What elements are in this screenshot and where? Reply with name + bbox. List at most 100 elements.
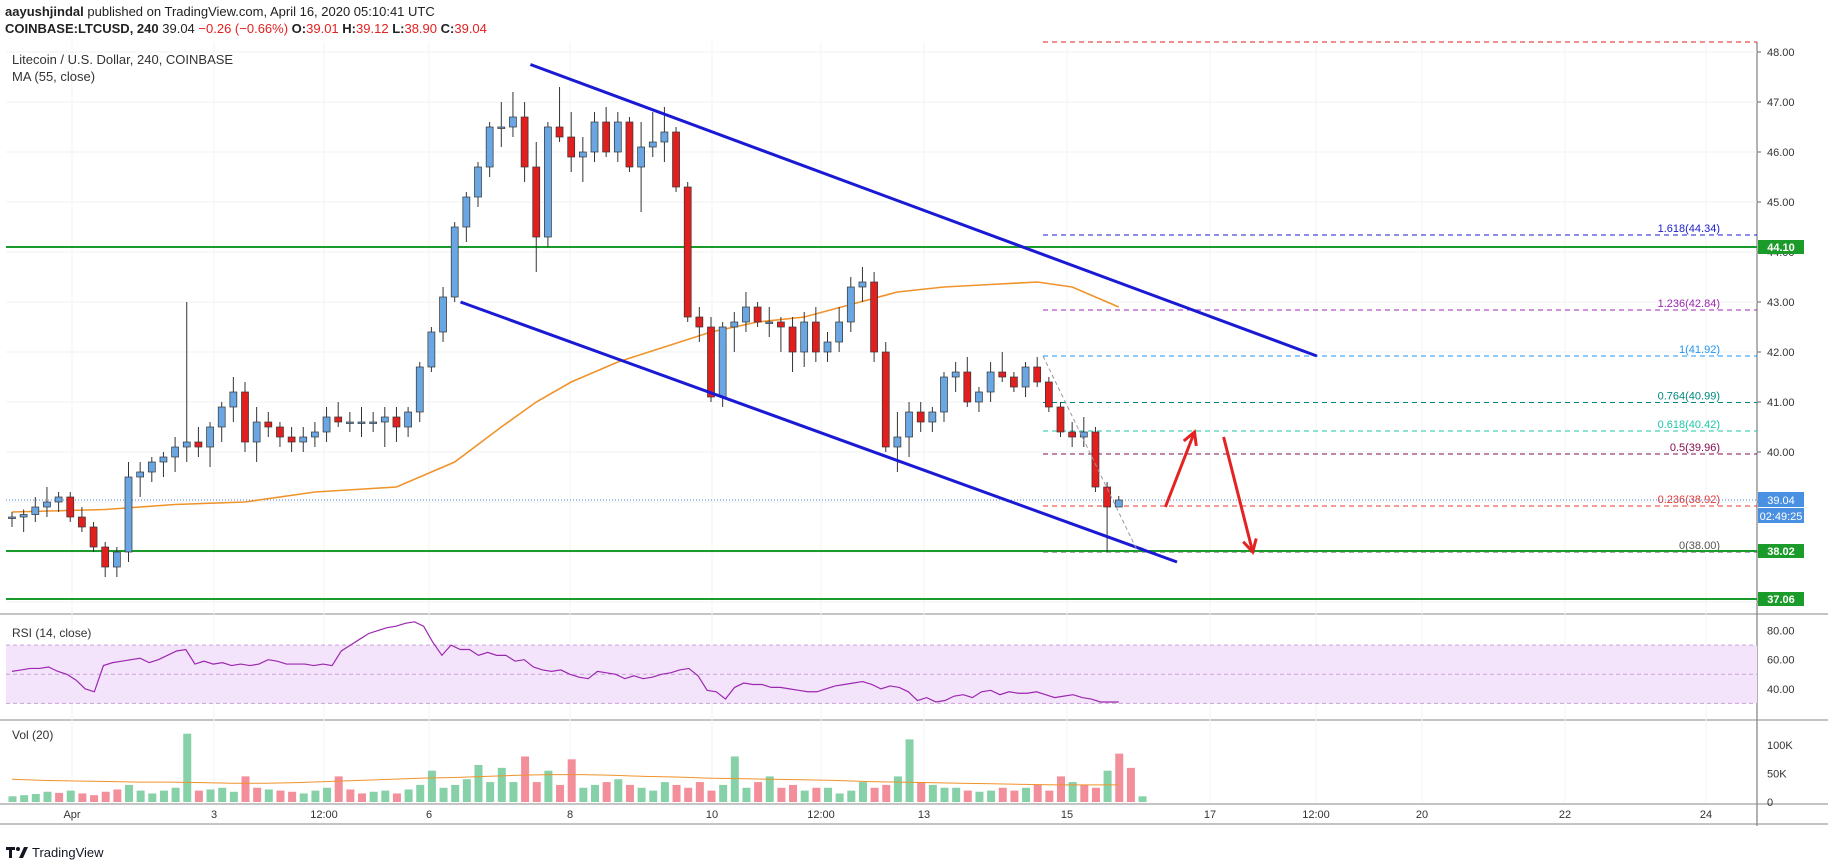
symbol-label: COINBASE:LTCUSD, 240 [5,21,159,36]
volume-bar [148,793,157,802]
volume-bar [1010,790,1019,802]
volume-bar [742,787,751,802]
time-tick-label: 6 [426,809,432,821]
volume-bar [451,784,460,802]
last-price: 39.04 [162,21,195,36]
volume-bar [1068,782,1077,802]
candle-body [392,416,401,428]
volume-bar [253,787,262,802]
candle-body [625,121,634,168]
volume-bar [171,787,180,802]
candle-body [846,286,855,323]
published-text: published on TradingView.com, April 16, … [87,4,435,19]
ma55-path [11,281,1120,513]
volume-bar [346,789,355,802]
price-tick-label: 41.00 [1767,397,1795,409]
volume-bar [183,733,192,802]
candle-body [462,196,471,228]
volume-bar [602,782,611,802]
volume-pane: 100K 50K 0 [8,733,1793,809]
volume-bar [404,789,413,802]
fib-level-label: 0.764(40.99) [1658,391,1720,403]
volume-bar [637,787,646,802]
channel-lines [460,63,1318,564]
volume-bar [672,784,681,802]
candle-body [1068,431,1077,438]
volume-bar [660,782,669,802]
candle-body [276,426,284,438]
volume-bar [20,795,29,802]
candle-body [532,166,541,238]
volume-bar [870,787,879,802]
candle-body [1021,366,1030,388]
candle-body [567,136,576,158]
candle-body [509,116,517,128]
volume-bar [288,791,297,802]
volume-bar [963,790,972,802]
volume-bar [264,789,273,802]
candle-body [951,371,960,378]
candle-body [695,316,704,328]
volume-bar [101,791,110,802]
candle-body [66,496,75,518]
volume-bar [1033,784,1042,802]
volume-bar [159,790,168,802]
fib-level-label: 0.618(40.42) [1658,419,1720,431]
time-tick-label: 15 [1061,809,1073,821]
candle-body [369,421,377,424]
candle-body [206,426,214,448]
candle-body [217,406,226,428]
rsi-tick-label: 40.00 [1767,684,1795,696]
candle-body [89,526,98,548]
candle-body [730,321,739,328]
candle-body [613,121,622,153]
tradingview-footer[interactable]: TradingView [6,842,104,862]
candle-body [800,321,809,353]
time-axis[interactable]: Apr 3 12:00 6 8 10 12:00 13 15 17 12:00 20 22 24 [63,809,1712,821]
volume-bar [113,789,122,802]
candle-body [986,371,995,393]
candle-body [159,456,168,463]
rsi-pane: 80.00 60.00 40.00 [6,621,1795,704]
price-axis[interactable]: 48.0047.0046.0045.0044.0043.0042.0041.00… [1757,47,1804,609]
open-label: O: [291,21,307,36]
publisher-name[interactable]: aayushjindal [5,4,84,19]
volume-bar [334,776,343,802]
last-price-value: 39.04 [1767,495,1795,507]
candle-body [1091,431,1100,488]
volume-bar [66,790,75,802]
time-tick-label: 12:00 [1302,809,1330,821]
volume-label: Vol (20) [12,728,53,742]
volume-bar [486,782,495,802]
publish-line: aayushjindal published on TradingView.co… [5,4,435,19]
level-price-tag [1758,592,1804,606]
volume-bar [311,790,320,802]
candle-body [823,341,832,353]
volume-bar [730,756,739,802]
level-price-tag [1758,544,1804,558]
candle-body [415,366,424,413]
volume-bar [579,787,588,802]
time-tick-label: Apr [63,809,80,821]
candle-body [742,306,750,323]
fib-level-label: 1(41.92) [1679,344,1720,356]
fib-swing-line [1042,355,1139,553]
candles [8,87,1123,577]
volume-bar [474,765,483,802]
price-tick-label: 40.00 [1767,447,1795,459]
candle-body [194,441,203,448]
candle-body [101,546,110,568]
level-price-label: 38.02 [1767,546,1795,558]
fib-level-label: 0.236(38.92) [1658,494,1720,506]
price-tick-label: 43.00 [1767,297,1795,309]
candle-body [660,131,669,143]
volume-bar [765,776,774,802]
volume-bar [544,770,553,802]
arrow-shaft [1163,431,1196,508]
time-tick-label: 3 [211,809,217,821]
volume-bar [1022,787,1031,802]
arrow-head [1182,429,1198,447]
volume-bar [194,790,203,802]
time-tick-label: 17 [1204,809,1216,821]
